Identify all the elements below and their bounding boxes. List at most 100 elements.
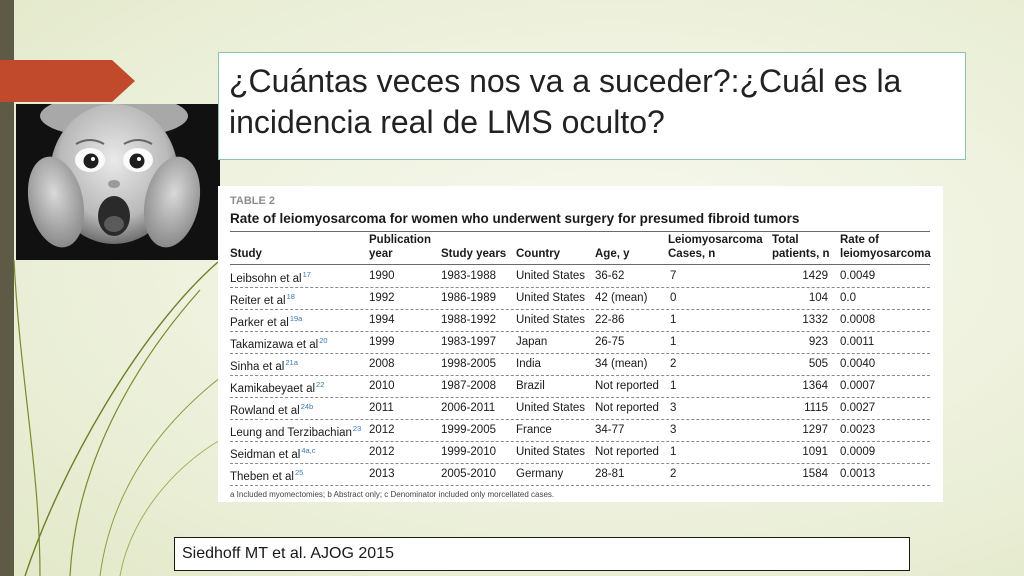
header-country: Country — [516, 248, 561, 260]
cell-total-patients: 505 — [809, 358, 828, 370]
cell-age-text: 36-62 — [595, 270, 625, 282]
cell-study-years: 2005-2010 — [441, 468, 496, 480]
cell-total-patients-text: 1584 — [802, 468, 828, 480]
cell-rate: 0.0007 — [840, 380, 875, 392]
cell-age-text: Not reported — [595, 446, 659, 458]
header-lms-cases: Leiomyosarcoma Cases, n — [668, 234, 763, 260]
cell-study: Theben et al25 — [230, 468, 303, 483]
cell-lms-cases-text: 1 — [670, 380, 677, 392]
cell-total-patients: 923 — [809, 336, 828, 348]
cell-age: 28-81 — [595, 468, 624, 480]
cell-study-years-text: 1998-2005 — [441, 358, 496, 370]
cell-country: United States — [516, 402, 585, 414]
cell-study-years-text: 1999-2010 — [441, 446, 496, 458]
cell-study-text: Seidman et al — [230, 449, 301, 461]
cell-total-patients: 1364 — [802, 380, 828, 392]
study-table: TABLE 2 Rate of leiomyosarcoma for women… — [218, 186, 943, 502]
cell-age-text: 28-81 — [595, 468, 625, 480]
cell-lms-cases: 7 — [670, 270, 676, 282]
table-label: TABLE 2 — [230, 195, 276, 207]
cell-publication-year: 1992 — [369, 292, 395, 304]
cell-country: United States — [516, 292, 585, 304]
cell-lms-cases-text: 1 — [670, 336, 677, 348]
table-row: Sinha et al21a 2008 1998-2005 India 34 (mean… — [218, 354, 943, 376]
cell-study: Kamikabeyaet al22 — [230, 380, 324, 395]
cell-country: India — [516, 358, 541, 370]
left-accent-bar — [0, 0, 14, 576]
cell-lms-cases-text: 0 — [670, 292, 677, 304]
cell-study-text: Sinha et al — [230, 361, 285, 373]
cell-study-text: Kamikabeyaet al — [230, 383, 316, 395]
row-divider — [230, 331, 930, 332]
cell-study-text: Takamizawa et al — [230, 339, 319, 351]
cell-age: 42 (mean) — [595, 292, 647, 304]
header-bottom-rule — [230, 264, 930, 265]
row-divider — [230, 463, 930, 464]
cell-rate-text: 0.0008 — [840, 314, 876, 326]
cell-age: Not reported — [595, 380, 659, 392]
table-header: Study Publication year Study years Count… — [218, 232, 943, 264]
cell-total-patients: 1115 — [804, 402, 828, 414]
cell-study-years-text: 1986-1989 — [441, 292, 496, 304]
cell-age-text: 42 (mean) — [595, 292, 648, 304]
cell-age-text: 26-75 — [595, 336, 625, 348]
reference-superscript: 20 — [319, 336, 328, 345]
row-divider — [230, 353, 930, 354]
cell-country: Japan — [516, 336, 547, 348]
arrow-tab-icon — [0, 60, 135, 102]
row-divider — [230, 309, 930, 310]
cell-study-years-text: 1983-1997 — [441, 336, 496, 348]
cell-total-patients: 1584 — [802, 468, 828, 480]
cell-age: 36-62 — [595, 270, 624, 282]
row-divider — [230, 485, 930, 486]
cell-study-years: 1998-2005 — [441, 358, 496, 370]
cell-age-text: Not reported — [595, 380, 659, 392]
cell-country: United States — [516, 314, 585, 326]
cell-age-text: 34 (mean) — [595, 358, 648, 370]
cell-study-text: Leung and Terzibachian — [230, 427, 352, 439]
cell-lms-cases-text: 1 — [670, 446, 677, 458]
cell-publication-year: 2012 — [369, 446, 395, 458]
table-row: Parker et al19a 1994 1988-1992 United State… — [218, 310, 943, 332]
cell-lms-cases: 1 — [670, 336, 676, 348]
cell-lms-cases-text: 3 — [670, 424, 677, 436]
cell-rate: 0.0 — [840, 292, 856, 304]
table-row: Seidman et al4a,c 2012 1999-2010 United Sta… — [218, 442, 943, 464]
cell-country-text: United States — [516, 292, 586, 304]
cell-publication-year: 1999 — [369, 336, 395, 348]
cell-rate-text: 0.0023 — [840, 424, 876, 436]
cell-publication-year-text: 1994 — [369, 314, 395, 326]
cell-country-text: United States — [516, 446, 586, 458]
reference-superscript: 4a,c — [301, 446, 316, 455]
reference-superscript: 19a — [289, 314, 303, 323]
header-total-patients: Total patients, n — [772, 234, 830, 260]
reference-superscript: 25 — [294, 468, 304, 477]
cell-country-text: Brazil — [516, 380, 545, 392]
cell-total-patients-text: 1429 — [802, 270, 828, 282]
cell-rate-text: 0.0009 — [840, 446, 876, 458]
cell-rate-text: 0.0040 — [840, 358, 876, 370]
reference-superscript: 22 — [316, 380, 325, 389]
cell-study: Takamizawa et al20 — [230, 336, 328, 351]
surprised-child-photo — [16, 104, 220, 260]
header-study-years: Study years — [441, 248, 507, 260]
table-row: Leung and Terzibachian23 2012 1999-2005 Fra… — [218, 420, 943, 442]
cell-rate: 0.0008 — [840, 314, 875, 326]
cell-total-patients: 1429 — [802, 270, 828, 282]
cell-study-years-text: 1988-1992 — [441, 314, 496, 326]
cell-publication-year-text: 2013 — [369, 468, 395, 480]
cell-publication-year-text: 2008 — [369, 358, 395, 370]
table-row: Leibsohn et al17 1990 1983-1988 United Stat… — [218, 266, 943, 288]
cell-study-years: 1987-2008 — [441, 380, 496, 392]
cell-rate-text: 0.0 — [840, 292, 856, 304]
cell-age: 34-77 — [595, 424, 624, 436]
header-publication-year: Publication year — [369, 234, 431, 260]
cell-rate: 0.0049 — [840, 270, 875, 282]
cell-study-years: 1999-2005 — [441, 424, 496, 436]
cell-country: United States — [516, 446, 585, 458]
cell-publication-year-text: 1999 — [369, 336, 395, 348]
table-row: Theben et al25 2013 2005-2010 Germany 28-81 2… — [218, 464, 943, 486]
cell-total-patients-text: 1115 — [804, 402, 828, 414]
cell-publication-year-text: 1990 — [369, 270, 395, 282]
cell-study-text: Reiter et al — [230, 295, 286, 307]
